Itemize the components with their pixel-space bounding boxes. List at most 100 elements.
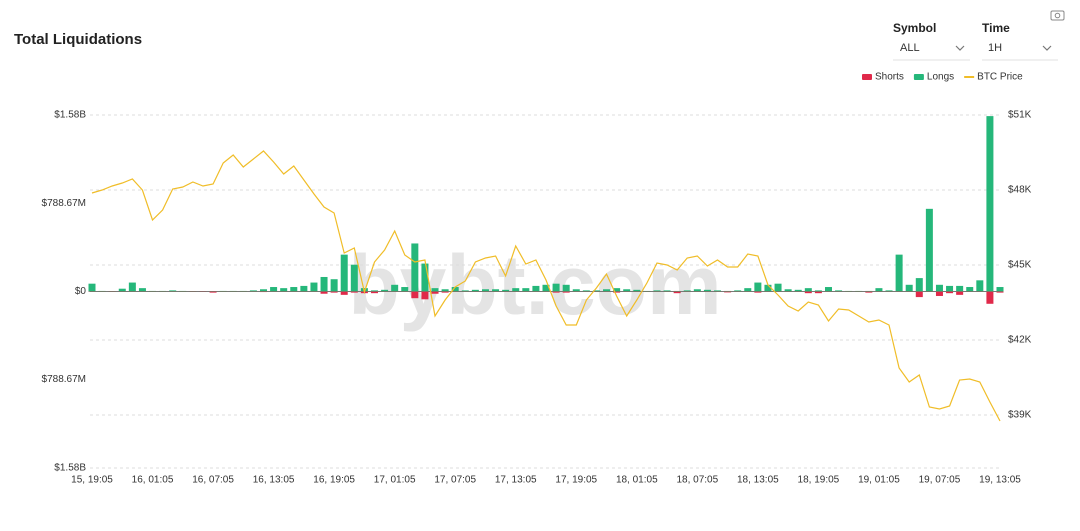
bar xyxy=(502,289,510,292)
bar xyxy=(481,289,489,292)
bar xyxy=(693,289,701,292)
x-tick-label: 18, 07:05 xyxy=(676,475,718,486)
camera-icon[interactable] xyxy=(1050,10,1065,21)
x-tick-label: 19, 01:05 xyxy=(858,475,900,486)
legend-swatch xyxy=(862,74,872,80)
y-tick-label: $1.58B xyxy=(54,463,86,474)
bar xyxy=(895,254,903,292)
bar xyxy=(98,290,106,292)
y2-tick-label: $42K xyxy=(1008,335,1032,346)
time-select[interactable]: 1H xyxy=(982,42,1058,61)
bar xyxy=(149,290,157,292)
bar xyxy=(754,291,762,293)
bar xyxy=(532,285,540,292)
bar xyxy=(522,288,530,292)
bar xyxy=(986,291,994,304)
bar xyxy=(562,291,570,293)
bar xyxy=(865,291,873,293)
y-tick-label: $788.67M xyxy=(42,198,86,209)
bar xyxy=(542,284,550,292)
x-tick-label: 17, 07:05 xyxy=(434,475,476,486)
y-tick-label: $788.67M xyxy=(42,374,86,385)
bar xyxy=(956,291,964,295)
bar xyxy=(270,287,278,292)
bar xyxy=(280,288,288,292)
bar xyxy=(260,289,268,292)
bar xyxy=(330,291,338,293)
bar xyxy=(986,116,994,292)
y2-tick-label: $48K xyxy=(1008,185,1032,196)
bar xyxy=(724,291,732,293)
bar xyxy=(956,285,964,292)
bar xyxy=(159,290,167,292)
bar xyxy=(169,290,177,292)
bar xyxy=(603,289,611,292)
bar xyxy=(582,290,590,292)
bar xyxy=(441,289,449,292)
x-tick-label: 16, 19:05 xyxy=(313,475,355,486)
x-tick-label: 15, 19:05 xyxy=(71,475,113,486)
x-tick-label: 19, 07:05 xyxy=(919,475,961,486)
bar xyxy=(592,290,600,292)
bar xyxy=(794,289,802,292)
bar xyxy=(835,290,843,292)
bar xyxy=(572,289,580,292)
bar xyxy=(673,290,681,292)
camera-lens xyxy=(1054,12,1061,19)
bar xyxy=(471,289,479,292)
bar xyxy=(219,290,227,292)
bar xyxy=(260,291,268,293)
bar xyxy=(855,290,863,292)
bar xyxy=(623,289,631,292)
bar xyxy=(915,291,923,298)
bar xyxy=(703,289,711,292)
screenshot-button[interactable] xyxy=(1050,10,1065,21)
bar xyxy=(179,290,187,292)
bar xyxy=(290,287,298,292)
bar xyxy=(128,282,136,292)
page-title: Total Liquidations xyxy=(14,31,142,48)
bar xyxy=(431,291,439,294)
bar xyxy=(401,287,409,292)
bar xyxy=(915,278,923,292)
bar xyxy=(613,291,621,293)
legend-label: Shorts xyxy=(875,72,904,83)
bar xyxy=(935,284,943,292)
x-tick-label: 18, 19:05 xyxy=(798,475,840,486)
bar xyxy=(925,208,933,292)
bar xyxy=(946,285,954,292)
bar xyxy=(814,290,822,292)
bar xyxy=(673,291,681,294)
bar xyxy=(976,280,984,292)
x-tick-label: 18, 13:05 xyxy=(737,475,779,486)
bar xyxy=(734,290,742,292)
legend-label: Longs xyxy=(927,72,954,83)
bar xyxy=(118,288,126,292)
bar xyxy=(370,291,378,294)
bar xyxy=(391,284,399,292)
x-tick-label: 16, 07:05 xyxy=(192,475,234,486)
bar xyxy=(653,290,661,292)
bar xyxy=(320,291,328,294)
y2-tick-label: $51K xyxy=(1008,110,1032,121)
legend-swatch xyxy=(913,74,924,80)
bar xyxy=(209,291,217,293)
bar xyxy=(381,289,389,292)
bar xyxy=(350,291,358,293)
bar xyxy=(754,282,762,292)
watermark: bybt.com xyxy=(348,238,721,332)
bar xyxy=(804,291,812,294)
bar xyxy=(885,290,893,292)
x-tick-label: 16, 01:05 xyxy=(132,475,174,486)
x-tick-label: 17, 13:05 xyxy=(495,475,537,486)
bar xyxy=(845,290,853,292)
symbol-select[interactable]: ALL xyxy=(893,42,970,61)
bar xyxy=(996,291,1004,293)
bar xyxy=(421,263,429,292)
bar xyxy=(663,290,671,292)
time-value[interactable]: 1H xyxy=(988,42,1002,54)
symbol-value[interactable]: ALL xyxy=(900,42,920,54)
bar xyxy=(633,289,641,292)
bar xyxy=(431,288,439,292)
